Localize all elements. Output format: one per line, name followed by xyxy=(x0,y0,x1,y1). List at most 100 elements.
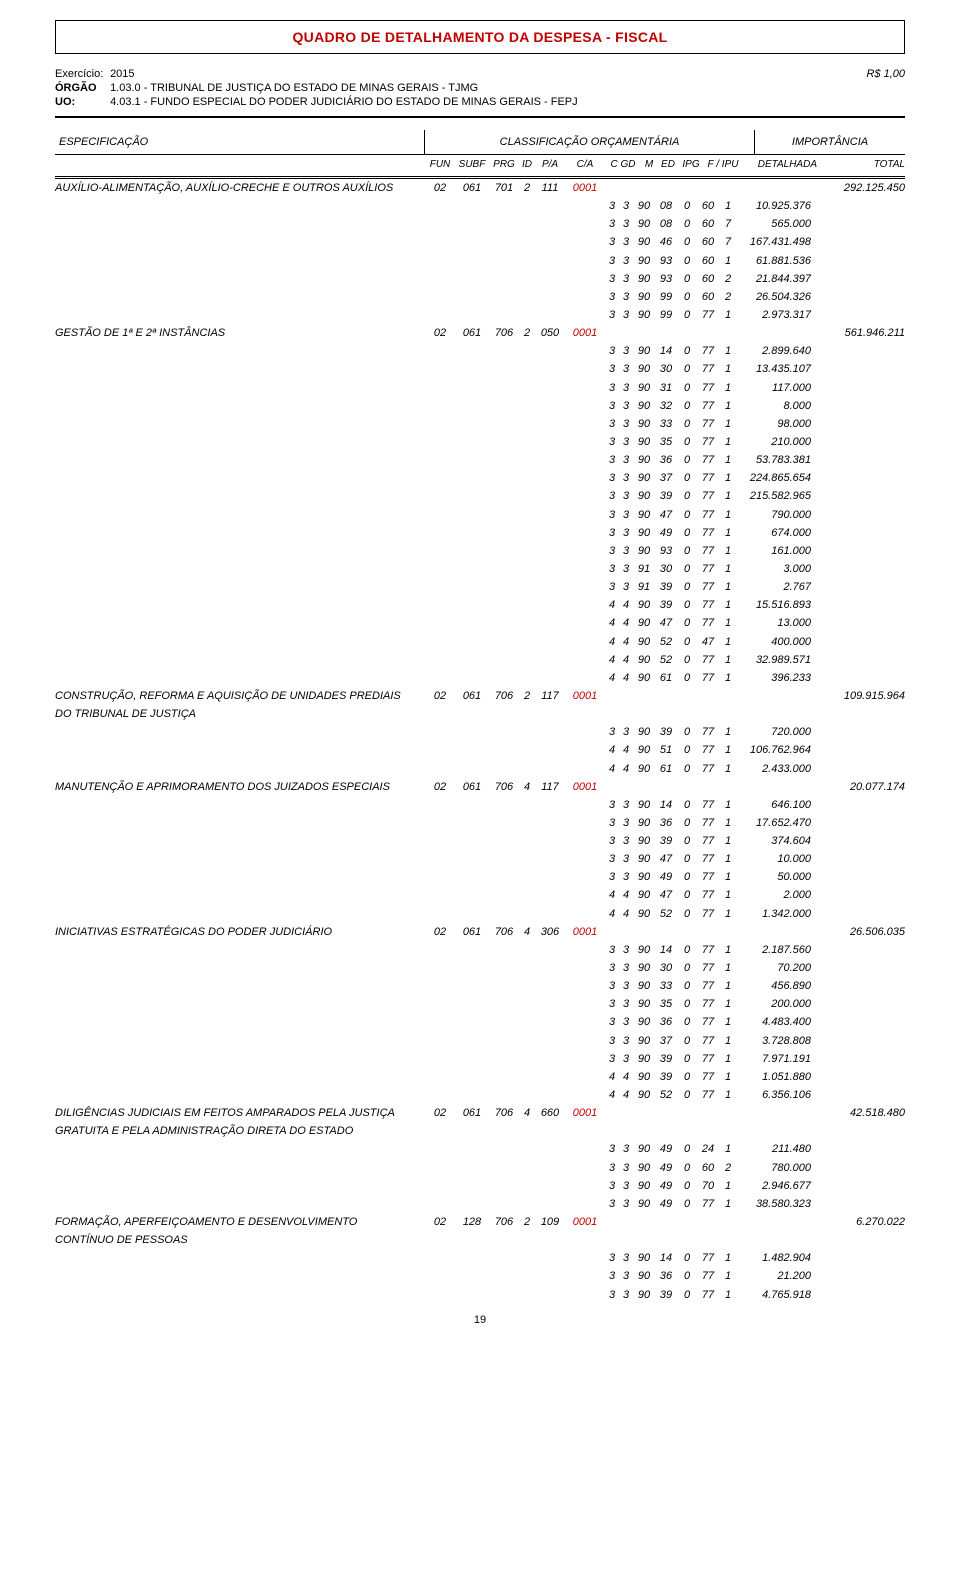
cell-m: 90 xyxy=(633,270,655,288)
cell-ipg: 0 xyxy=(677,832,697,850)
group-row: DILIGÊNCIAS JUDICIAIS EM FEITOS AMPARADO… xyxy=(55,1104,905,1140)
detail-row: 3390390771215.582.965 xyxy=(55,487,905,505)
cell-ipg: 0 xyxy=(677,669,697,687)
cell-val: 3.728.808 xyxy=(737,1032,811,1050)
detail-row: 33903907717.971.191 xyxy=(55,1050,905,1068)
cell-ed: 14 xyxy=(655,941,677,959)
cell-m: 90 xyxy=(633,850,655,868)
cell-ipu: 1 xyxy=(719,796,737,814)
cell-ed: 14 xyxy=(655,796,677,814)
exercicio-value: 2015 xyxy=(110,68,134,80)
cell-ipu: 1 xyxy=(719,1068,737,1086)
cell-f: 24 xyxy=(697,1140,719,1158)
cell-ed: 36 xyxy=(655,1013,677,1031)
group-total: 292.125.450 xyxy=(833,179,905,197)
cell-m: 90 xyxy=(633,868,655,886)
cell-m: 90 xyxy=(633,306,655,324)
detail-row: 33901407712.187.560 xyxy=(55,941,905,959)
cell-c: 3 xyxy=(605,270,619,288)
cell-ipg: 0 xyxy=(677,959,697,977)
cell-ed: 39 xyxy=(655,578,677,596)
cell-ed: 52 xyxy=(655,905,677,923)
cell-f: 77 xyxy=(697,995,719,1013)
group-total: 20.077.174 xyxy=(833,778,905,796)
cell-gd: 4 xyxy=(619,669,633,687)
cell-m: 90 xyxy=(633,1086,655,1104)
detail-row: 33913907712.767 xyxy=(55,578,905,596)
cell-val: 167.431.498 xyxy=(737,233,811,251)
cell-ipg: 0 xyxy=(677,741,697,759)
cell-val: 565.000 xyxy=(737,215,811,233)
cell-val: 396.233 xyxy=(737,669,811,687)
cell-val: 98.000 xyxy=(737,415,811,433)
cell-gd: 3 xyxy=(619,1267,633,1285)
cell-f: 77 xyxy=(697,506,719,524)
cell-ipu: 1 xyxy=(719,1050,737,1068)
cell-val: 790.000 xyxy=(737,506,811,524)
cell-ipg: 0 xyxy=(677,814,697,832)
group-prg: 706 xyxy=(489,1104,519,1140)
cell-ed: 30 xyxy=(655,360,677,378)
group-spec: CONSTRUÇÃO, REFORMA E AQUISIÇÃO DE UNIDA… xyxy=(55,687,425,723)
sub-m: M xyxy=(641,159,657,170)
group-prg: 701 xyxy=(489,179,519,197)
cell-ipu: 1 xyxy=(719,614,737,632)
cell-val: 400.000 xyxy=(737,633,811,651)
group-ca: 0001 xyxy=(565,324,605,342)
cell-ipg: 0 xyxy=(677,578,697,596)
cell-gd: 3 xyxy=(619,270,633,288)
cell-gd: 3 xyxy=(619,1050,633,1068)
detail-row: 3390490602780.000 xyxy=(55,1159,905,1177)
cell-ipg: 0 xyxy=(677,542,697,560)
group-id: 2 xyxy=(519,324,535,342)
cell-ipu: 7 xyxy=(719,233,737,251)
header-block: R$ 1,00 Exercício: 2015 ÓRGÃO 1.03.0 - T… xyxy=(55,68,905,118)
cell-gd: 3 xyxy=(619,1013,633,1031)
detail-row: 3390350771210.000 xyxy=(55,433,905,451)
cell-ed: 08 xyxy=(655,197,677,215)
cell-f: 77 xyxy=(697,397,719,415)
cell-c: 3 xyxy=(605,723,619,741)
cell-gd: 3 xyxy=(619,850,633,868)
group-id: 2 xyxy=(519,179,535,197)
cell-ipg: 0 xyxy=(677,1249,697,1267)
group-pa: 050 xyxy=(535,324,565,342)
cell-ed: 93 xyxy=(655,270,677,288)
cell-m: 90 xyxy=(633,342,655,360)
cell-gd: 3 xyxy=(619,360,633,378)
cell-f: 77 xyxy=(697,469,719,487)
cell-ed: 33 xyxy=(655,977,677,995)
cell-ed: 39 xyxy=(655,487,677,505)
cell-f: 60 xyxy=(697,233,719,251)
cell-ipg: 0 xyxy=(677,506,697,524)
cell-ipg: 0 xyxy=(677,379,697,397)
cell-f: 70 xyxy=(697,1177,719,1195)
cell-ipu: 1 xyxy=(719,487,737,505)
cell-ed: 61 xyxy=(655,669,677,687)
cell-gd: 3 xyxy=(619,560,633,578)
cell-c: 4 xyxy=(605,1068,619,1086)
cell-ed: 33 xyxy=(655,415,677,433)
col-class: CLASSIFICAÇÃO ORÇAMENTÁRIA xyxy=(425,130,755,154)
title-box: QUADRO DE DETALHAMENTO DA DESPESA - FISC… xyxy=(55,20,905,54)
group-row: GESTÃO DE 1ª E 2ª INSTÂNCIAS020617062050… xyxy=(55,324,905,342)
cell-ed: 30 xyxy=(655,959,677,977)
cell-f: 77 xyxy=(697,451,719,469)
detail-row: 33903207718.000 xyxy=(55,397,905,415)
detail-row: 33901407711.482.904 xyxy=(55,1249,905,1267)
cell-ed: 46 xyxy=(655,233,677,251)
detail-row: 3390930771161.000 xyxy=(55,542,905,560)
cell-m: 90 xyxy=(633,379,655,397)
detail-row: 3390490241211.480 xyxy=(55,1140,905,1158)
group-id: 4 xyxy=(519,923,535,941)
cell-c: 3 xyxy=(605,342,619,360)
cell-m: 90 xyxy=(633,397,655,415)
sub-prg: PRG xyxy=(489,159,519,170)
cell-c: 3 xyxy=(605,433,619,451)
cell-c: 3 xyxy=(605,941,619,959)
detail-row: 339099060226.504.326 xyxy=(55,288,905,306)
cell-m: 90 xyxy=(633,832,655,850)
cell-ipg: 0 xyxy=(677,1013,697,1031)
cell-gd: 3 xyxy=(619,524,633,542)
cell-ipu: 1 xyxy=(719,415,737,433)
